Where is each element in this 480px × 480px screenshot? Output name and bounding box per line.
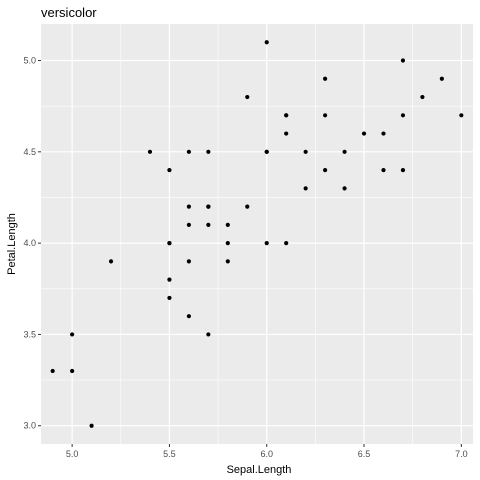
data-point <box>361 131 367 136</box>
data-point <box>186 204 191 209</box>
data-point <box>284 131 289 136</box>
data-point <box>245 204 250 209</box>
data-point <box>225 222 230 227</box>
data-point <box>381 131 386 136</box>
y-tick-label: 3.0 <box>23 421 36 431</box>
data-point <box>284 241 289 246</box>
data-point <box>186 149 191 154</box>
data-point <box>342 149 347 154</box>
data-point <box>323 113 328 118</box>
x-tick-label: 7.0 <box>455 449 468 459</box>
y-axis: 3.0 3.5 4.0 4.5 5.0 <box>23 56 41 431</box>
data-point <box>206 204 211 209</box>
y-tick-label: 4.0 <box>23 238 36 248</box>
data-point <box>264 241 269 246</box>
data-point <box>284 113 289 118</box>
plot-panel <box>41 24 473 444</box>
data-point <box>167 277 172 282</box>
data-point <box>459 113 464 118</box>
x-tick-label: 6.5 <box>358 449 371 459</box>
data-points <box>50 40 464 428</box>
data-point <box>186 222 191 227</box>
data-point <box>206 149 211 154</box>
data-point <box>400 167 406 173</box>
data-point <box>167 167 172 173</box>
data-point <box>186 314 191 319</box>
data-point <box>400 58 406 63</box>
data-point <box>206 332 211 337</box>
x-tick-label: 6.0 <box>260 449 273 459</box>
data-point <box>186 259 191 264</box>
data-point <box>245 94 250 100</box>
data-point <box>147 149 153 154</box>
data-point <box>323 76 328 81</box>
y-axis-title: Petal.Length <box>6 213 18 275</box>
x-tick-label: 5.0 <box>66 449 79 459</box>
data-point <box>70 332 75 337</box>
data-point <box>70 368 75 374</box>
x-axis: 5.0 5.5 6.0 6.5 7.0 <box>66 444 468 459</box>
data-point <box>89 423 94 428</box>
data-point <box>264 149 269 154</box>
data-point <box>323 167 328 173</box>
x-tick-label: 5.5 <box>163 449 176 459</box>
data-point <box>108 259 114 264</box>
data-point <box>50 368 55 374</box>
data-point <box>167 241 172 246</box>
data-point <box>420 94 425 100</box>
minor-gridlines <box>41 24 473 444</box>
data-point <box>264 40 269 45</box>
x-axis-title: Sepal.Length <box>227 464 292 476</box>
data-point <box>206 222 211 227</box>
data-point <box>342 186 347 191</box>
chart-title: versicolor <box>41 5 97 20</box>
data-point <box>303 186 308 191</box>
data-point <box>225 241 230 246</box>
major-gridlines <box>41 24 473 444</box>
data-point <box>439 76 444 81</box>
data-point <box>381 167 386 173</box>
y-tick-label: 4.5 <box>23 147 36 157</box>
y-tick-label: 3.5 <box>23 329 36 339</box>
data-point <box>225 259 230 264</box>
data-point <box>167 295 172 301</box>
y-tick-label: 5.0 <box>23 56 36 66</box>
data-point <box>303 149 308 154</box>
data-point <box>400 113 406 118</box>
